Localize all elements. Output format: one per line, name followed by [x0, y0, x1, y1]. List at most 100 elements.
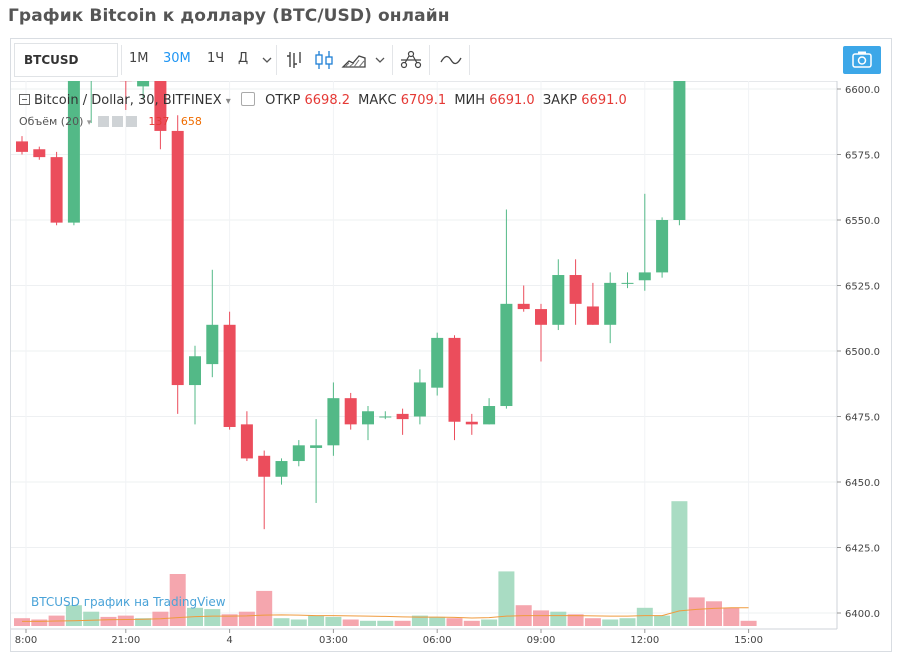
- y-tick-label: 6550.0: [845, 216, 880, 227]
- candle-body: [154, 81, 167, 131]
- volume-legend: Объём (20) ▾ 137 658: [19, 115, 202, 128]
- indicators-icon[interactable]: [438, 47, 464, 73]
- volume-bar: [308, 615, 325, 626]
- time-axis: 8:00 21:00 4 03:00 06:00 09:00 12:00 15:00: [11, 628, 837, 646]
- volume-bar: [550, 611, 567, 626]
- chart-widget: BTCUSD 1M 30M 1Ч Д: [10, 38, 892, 652]
- interval-1m-button[interactable]: 1M: [129, 51, 149, 66]
- volume-bar: [481, 619, 498, 626]
- volume-bar: [100, 616, 117, 626]
- volume-value: 137: [148, 115, 170, 128]
- candle-body: [465, 421, 478, 425]
- volume-bar: [740, 620, 757, 626]
- y-tick-label: 6450.0: [845, 478, 880, 489]
- y-tick-label: 6400.0: [845, 609, 880, 620]
- legend-symbol: Bitcoin / Dollar, 30, BITFINEX: [34, 93, 222, 108]
- collapse-icon[interactable]: [19, 94, 30, 105]
- volume-bar: [83, 611, 100, 626]
- volume-bar: [394, 620, 411, 626]
- candle-body: [621, 282, 634, 284]
- candle-body: [500, 303, 513, 407]
- chart-legend: Bitcoin / Dollar, 30, BITFINEX ▾ ОТКР 66…: [19, 92, 627, 108]
- volume-bar: [671, 501, 688, 626]
- candle-body: [275, 461, 288, 477]
- chevron-down-icon[interactable]: [368, 47, 394, 73]
- symbol-search-box[interactable]: BTCUSD: [14, 43, 118, 77]
- volume-bar: [567, 614, 584, 626]
- open-label: ОТКР: [265, 93, 301, 108]
- volume-bar: [723, 607, 740, 626]
- volume-bar: [619, 618, 636, 626]
- candle-body: [33, 149, 46, 158]
- volume-bar: [498, 571, 515, 626]
- chevron-down-icon[interactable]: [255, 47, 281, 73]
- low-label: МИН: [454, 93, 486, 108]
- candle-body: [413, 382, 426, 417]
- volume-bar: [169, 574, 186, 626]
- toolbar-divider: [429, 45, 430, 75]
- visibility-icon[interactable]: [97, 116, 109, 127]
- x-tick-label: 06:00: [423, 635, 452, 646]
- candle-body: [189, 356, 201, 386]
- volume-bar: [706, 601, 722, 626]
- volume-bar: [411, 615, 428, 626]
- x-tick-label: 09:00: [527, 635, 556, 646]
- candle-body: [16, 141, 28, 152]
- candle-body: [258, 455, 271, 477]
- compare-icon[interactable]: [398, 47, 424, 73]
- toolbar-divider: [276, 45, 277, 75]
- candle-body: [292, 445, 305, 462]
- volume-bar: [221, 614, 238, 626]
- x-tick-label: 12:00: [630, 635, 659, 646]
- interval-1d-button[interactable]: Д: [238, 51, 249, 66]
- volume-bar: [429, 616, 446, 626]
- area-icon[interactable]: [341, 47, 367, 73]
- candle-body: [223, 324, 236, 427]
- candle-body: [673, 81, 686, 220]
- volume-bar: [204, 609, 221, 626]
- candle-body: [50, 157, 63, 223]
- grid: [11, 81, 837, 626]
- volume-bar: [377, 620, 394, 626]
- toolbar-divider: [392, 45, 393, 75]
- close-icon[interactable]: [125, 116, 137, 127]
- open-value: 6698.2: [304, 93, 351, 108]
- y-tick-label: 6525.0: [845, 282, 880, 293]
- volume-bar: [533, 610, 549, 626]
- volume-bar: [325, 616, 342, 626]
- interval-1h-button[interactable]: 1Ч: [207, 51, 225, 66]
- settings-icon[interactable]: [111, 116, 123, 127]
- volume-bar: [31, 619, 48, 626]
- volume-label: Объём (20): [19, 115, 84, 128]
- bar-style-icon[interactable]: [283, 47, 309, 73]
- settings-icon[interactable]: [240, 92, 255, 106]
- interval-30m-button[interactable]: 30M: [163, 51, 191, 66]
- candle-body: [67, 81, 80, 223]
- candle-body: [604, 282, 617, 325]
- candlestick-chart[interactable]: 6400.0 6425.0 6450.0 6475.0 6500.0 6525.0 6550…: [11, 81, 891, 651]
- candle-body: [327, 398, 340, 446]
- high-value: 6709.1: [400, 93, 447, 108]
- candle-body: [171, 130, 184, 386]
- volume-ma-line: [22, 607, 749, 622]
- candle-body: [586, 306, 599, 325]
- volume-bar: [654, 615, 671, 626]
- y-tick-label: 6600.0: [845, 85, 880, 96]
- camera-icon[interactable]: [843, 46, 881, 74]
- x-tick-label: 03:00: [319, 635, 348, 646]
- chart-toolbar: BTCUSD 1M 30M 1Ч Д: [11, 39, 891, 82]
- toolbar-divider: [121, 45, 122, 75]
- volume-bar: [360, 620, 376, 626]
- volume-bar: [688, 597, 705, 626]
- price-series: [16, 81, 686, 530]
- tradingview-watermark[interactable]: BTCUSD график на TradingView: [31, 595, 226, 609]
- candle-body: [656, 220, 669, 273]
- candle-body: [552, 275, 565, 325]
- candles-icon[interactable]: [311, 47, 337, 73]
- x-tick-label: 4: [226, 635, 232, 646]
- candle-body: [448, 337, 461, 422]
- price-axis: 6400.0 6425.0 6450.0 6475.0 6500.0 6525.0 6550…: [836, 81, 891, 629]
- volume-bar: [273, 618, 290, 626]
- toolbar-divider: [469, 45, 470, 75]
- candle-body: [310, 445, 323, 448]
